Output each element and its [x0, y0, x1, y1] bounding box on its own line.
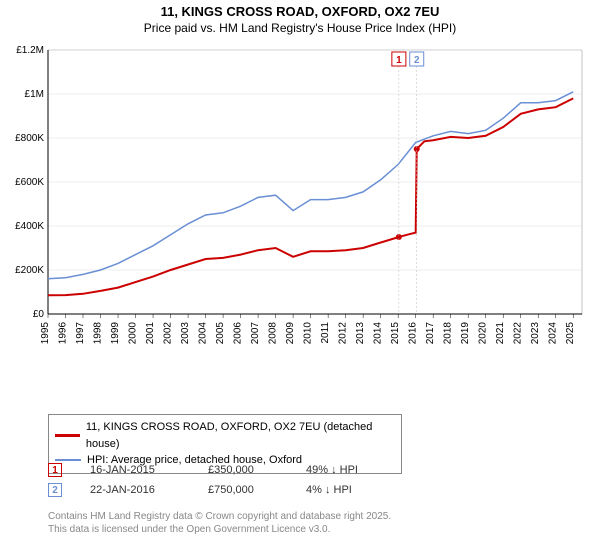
svg-text:2003: 2003: [180, 322, 191, 345]
chart-container: 11, KINGS CROSS ROAD, OXFORD, OX2 7EU Pr…: [0, 0, 600, 560]
svg-text:2004: 2004: [198, 322, 209, 345]
svg-text:2007: 2007: [250, 322, 261, 345]
marker-table: 1 16-JAN-2015 £350,000 49% ↓ HPI 2 22-JAN-201…: [48, 460, 396, 500]
footer: Contains HM Land Registry data © Crown c…: [48, 510, 391, 536]
svg-text:£400K: £400K: [15, 221, 44, 232]
chart-title-line2: Price paid vs. HM Land Registry's House …: [0, 21, 600, 37]
marker-num-box: 2: [48, 483, 62, 497]
svg-text:2005: 2005: [215, 322, 226, 345]
marker-row: 1 16-JAN-2015 £350,000 49% ↓ HPI: [48, 460, 396, 480]
footer-line2: This data is licensed under the Open Gov…: [48, 523, 391, 536]
svg-text:2012: 2012: [338, 322, 349, 345]
svg-text:2023: 2023: [530, 322, 541, 345]
marker-hpi: 4% ↓ HPI: [306, 484, 396, 496]
svg-text:2010: 2010: [303, 322, 314, 345]
svg-text:2014: 2014: [373, 322, 384, 345]
svg-text:2022: 2022: [513, 322, 524, 345]
svg-text:2016: 2016: [408, 322, 419, 345]
svg-text:2019: 2019: [460, 322, 471, 345]
svg-text:2: 2: [414, 55, 420, 66]
marker-price: £750,000: [208, 484, 278, 496]
svg-text:2020: 2020: [478, 322, 489, 345]
svg-text:1999: 1999: [110, 322, 121, 345]
svg-text:£1M: £1M: [25, 89, 44, 100]
svg-text:1: 1: [396, 55, 402, 66]
svg-text:£0: £0: [33, 309, 45, 320]
marker-hpi: 49% ↓ HPI: [306, 464, 396, 476]
svg-text:1995: 1995: [40, 322, 51, 345]
svg-text:2013: 2013: [355, 322, 366, 345]
marker-date: 22-JAN-2016: [90, 484, 180, 496]
marker-date: 16-JAN-2015: [90, 464, 180, 476]
svg-text:2024: 2024: [548, 322, 559, 345]
svg-text:2006: 2006: [233, 322, 244, 345]
svg-text:1996: 1996: [58, 322, 69, 345]
footer-line1: Contains HM Land Registry data © Crown c…: [48, 510, 391, 523]
svg-text:1998: 1998: [93, 322, 104, 345]
marker-num-box: 1: [48, 463, 62, 477]
svg-text:2001: 2001: [145, 322, 156, 345]
svg-text:1997: 1997: [75, 322, 86, 345]
svg-text:2011: 2011: [320, 322, 331, 344]
svg-text:2021: 2021: [495, 322, 506, 345]
svg-text:2009: 2009: [285, 322, 296, 345]
marker-row: 2 22-JAN-2016 £750,000 4% ↓ HPI: [48, 480, 396, 500]
marker-price: £350,000: [208, 464, 278, 476]
svg-text:2000: 2000: [128, 322, 139, 345]
svg-text:2018: 2018: [443, 322, 454, 345]
legend-label-1: 11, KINGS CROSS ROAD, OXFORD, OX2 7EU (d…: [86, 419, 395, 452]
chart-title-line1: 11, KINGS CROSS ROAD, OXFORD, OX2 7EU: [0, 0, 600, 21]
svg-text:2025: 2025: [565, 322, 576, 345]
svg-text:2015: 2015: [390, 322, 401, 345]
svg-text:£800K: £800K: [15, 133, 44, 144]
price-chart: £0£200K£400K£600K£800K£1M£1.2M1995199619…: [48, 44, 588, 364]
legend-row-1: 11, KINGS CROSS ROAD, OXFORD, OX2 7EU (d…: [55, 419, 395, 452]
svg-text:£600K: £600K: [15, 177, 44, 188]
svg-text:2008: 2008: [268, 322, 279, 345]
svg-text:2017: 2017: [425, 322, 436, 345]
svg-text:2002: 2002: [163, 322, 174, 345]
svg-text:£1.2M: £1.2M: [16, 45, 44, 56]
legend-swatch-1: [55, 434, 80, 437]
svg-text:£200K: £200K: [15, 265, 44, 276]
